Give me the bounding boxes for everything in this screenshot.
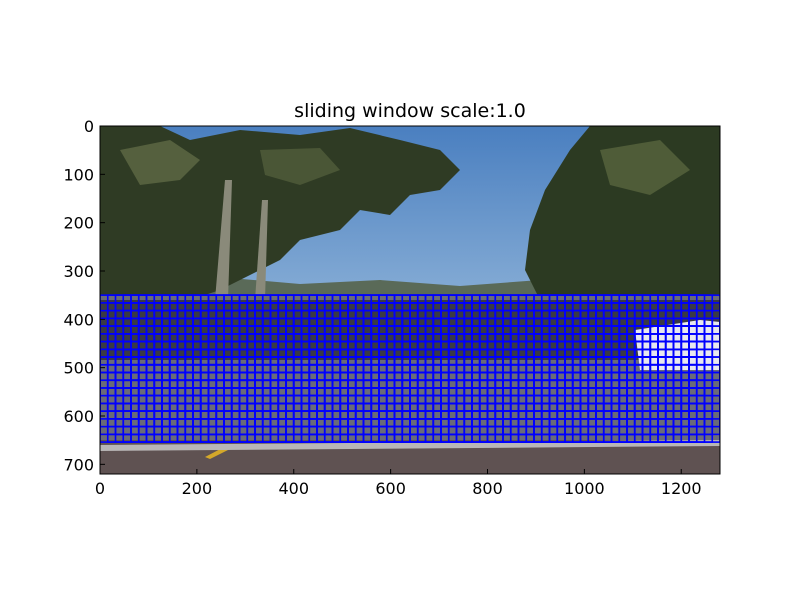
plot-title: sliding window scale:1.0: [294, 100, 526, 122]
x-tick-label: 800: [472, 479, 503, 498]
y-axis: 0 100 200 300 400 500 600 700: [63, 117, 105, 474]
y-tick-label: 600: [63, 407, 94, 426]
x-tick-label: 1000: [564, 479, 605, 498]
y-tick-label: 500: [63, 359, 94, 378]
x-axis: 0 200 400 600 800 1000 1200: [95, 469, 702, 498]
tree-left-highlight: [260, 148, 340, 185]
tree-trunk: [255, 200, 268, 300]
y-tick-label: 400: [63, 310, 94, 329]
x-tick-label: 400: [278, 479, 309, 498]
y-tick-label: 300: [63, 262, 94, 281]
tree-left-highlight: [120, 140, 200, 185]
y-tick-label: 100: [63, 165, 94, 184]
x-tick-label: 1200: [661, 479, 702, 498]
x-tick-label: 0: [95, 479, 105, 498]
y-tick-label: 700: [63, 455, 94, 474]
sliding-windows: [100, 294, 720, 443]
y-tick-label: 0: [84, 117, 94, 136]
window-box: [688, 410, 720, 443]
y-tick-label: 200: [63, 214, 94, 233]
x-tick-label: 200: [182, 479, 213, 498]
x-tick-label: 600: [375, 479, 406, 498]
axes-frame: [99, 125, 721, 475]
tree-trunk: [215, 180, 232, 300]
tree-right-highlight: [600, 140, 690, 195]
